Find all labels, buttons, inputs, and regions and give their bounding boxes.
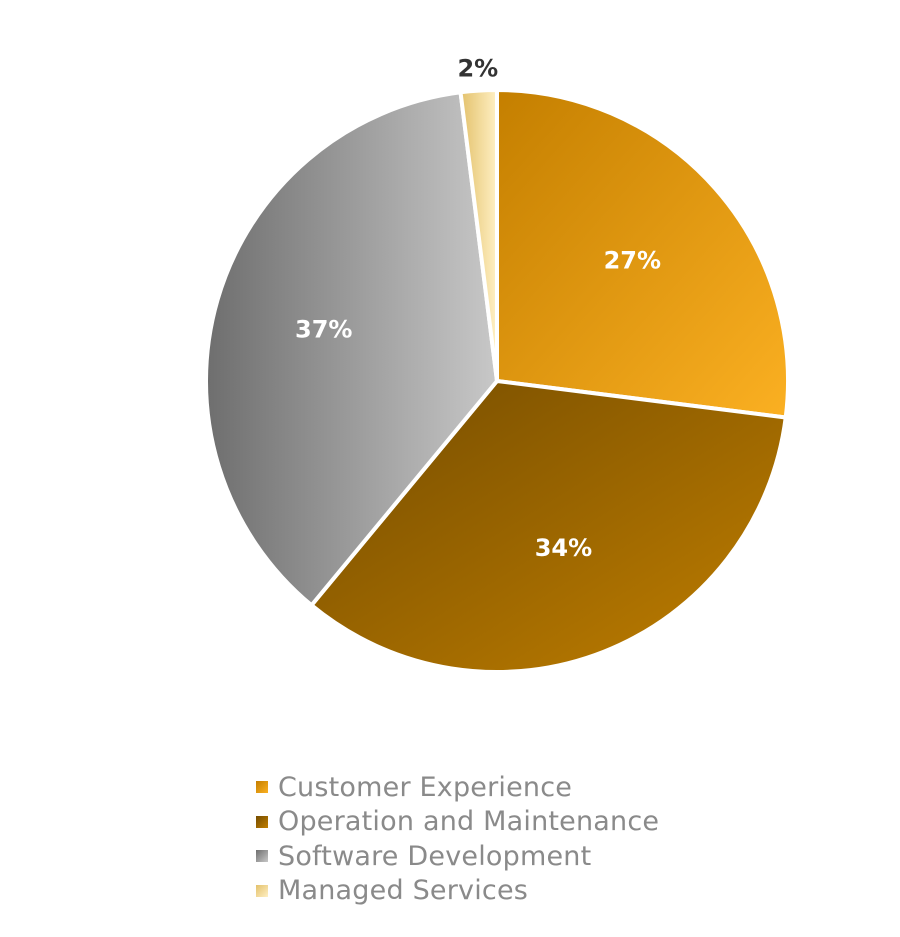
pie-slice-operation-and-maintenance (309, 379, 788, 674)
pie-slice-software-development (204, 90, 499, 608)
pie-slices (204, 88, 790, 674)
legend-label: Operation and Maintenance (278, 806, 660, 838)
pie-chart: 27% 34% 37% 2% (204, 55, 790, 674)
legend-swatch (256, 884, 268, 897)
data-label-software-development: 37% (295, 316, 352, 344)
legend-item: Operation and Maintenance (256, 805, 659, 840)
legend-label: Customer Experience (278, 771, 573, 803)
data-label-managed-services: 2% (457, 55, 498, 83)
data-label-customer-experience: 27% (604, 247, 661, 275)
pie-labels: 27% 34% 37% 2% (295, 55, 661, 562)
legend-label: Managed Services (278, 875, 529, 907)
chart-legend: Customer Experience Operation and Mainten… (256, 770, 659, 908)
data-label-operation-and-maintenance: 34% (535, 534, 592, 562)
pie-slice-customer-experience (495, 88, 790, 420)
pie-slice-managed-services (458, 88, 499, 383)
legend-swatch (256, 781, 268, 794)
legend-label: Software Development (278, 840, 592, 872)
legend-swatch (256, 850, 268, 863)
legend-item: Software Development (256, 839, 659, 874)
legend-item: Customer Experience (256, 770, 659, 805)
legend-swatch (256, 815, 268, 828)
legend-item: Managed Services (256, 874, 659, 909)
